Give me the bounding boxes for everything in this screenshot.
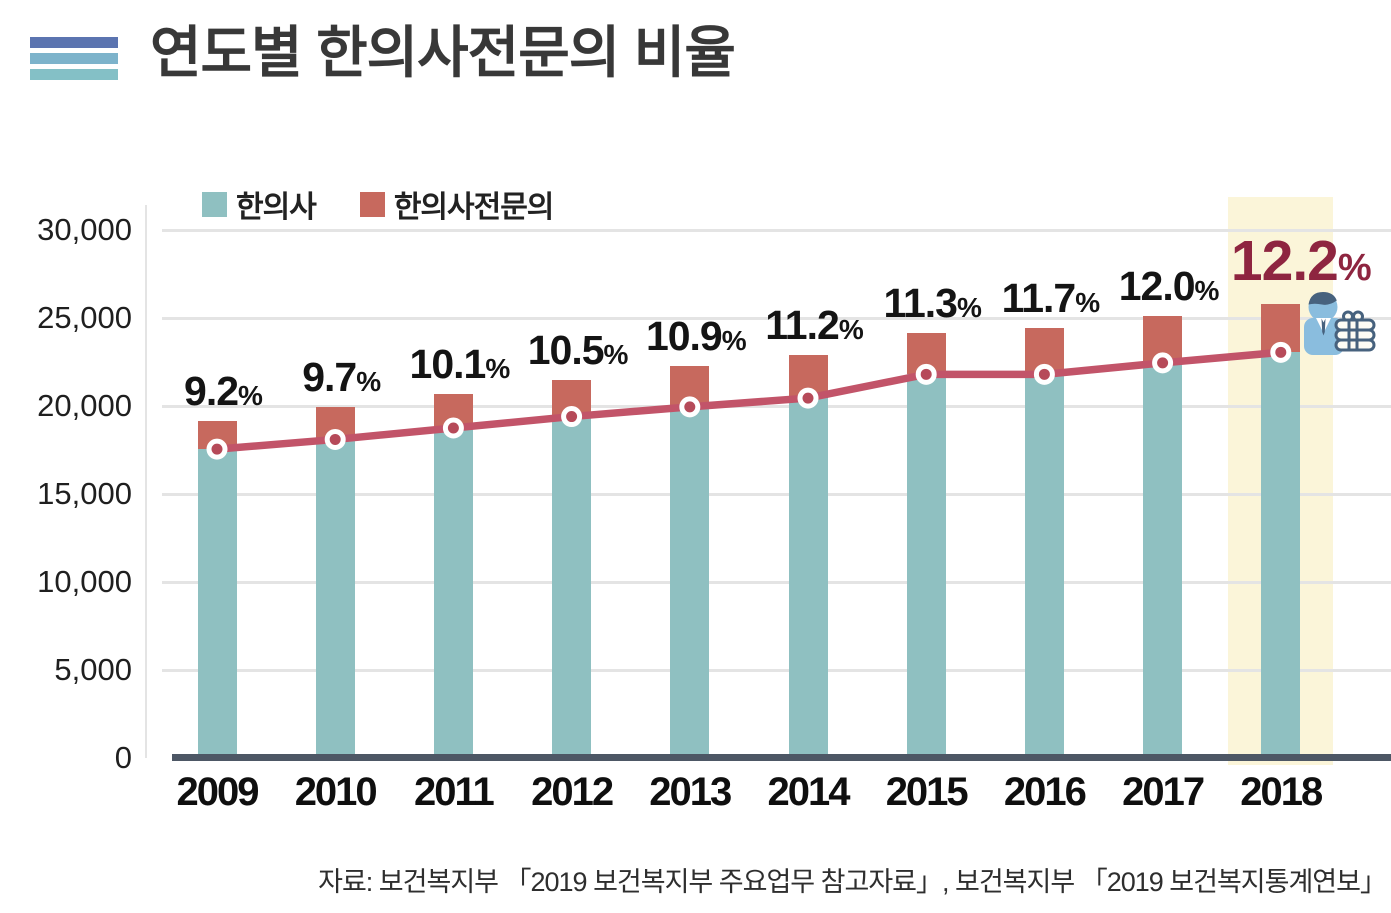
- gridline-15000: [162, 492, 1391, 496]
- marker-2012: [561, 406, 583, 428]
- bar-한의사-2009: [197, 449, 237, 758]
- gridline-20000: [162, 404, 1391, 408]
- percent-label-2012: 10.5%: [468, 328, 688, 382]
- marker-2015: [915, 363, 937, 385]
- bar-glyph-middle: [30, 53, 118, 64]
- percent-value: 12.2: [1230, 228, 1339, 293]
- percent-label-2015: 11.3%: [822, 281, 1042, 335]
- legend-label-jeonmunui: 한의사전문의: [393, 191, 555, 224]
- percent-label-2016: 11.7%: [940, 276, 1160, 330]
- source-text: 자료: 보건복지부 「2019 보건복지부 주요업무 참고자료」, 보건복지부 …: [318, 867, 1387, 897]
- year-label-2018: 2018: [1240, 770, 1323, 814]
- bar-glyph-bottom: [30, 69, 118, 80]
- bar-한의사-2012: [552, 416, 592, 758]
- year-label-2016: 2016: [1003, 770, 1087, 814]
- percent-unit: %: [485, 352, 510, 384]
- year-label-2014: 2014: [767, 770, 851, 814]
- percent-value: 12.0: [1118, 263, 1196, 310]
- legend-swatch-jeonmunui: [359, 191, 385, 217]
- percent-label-2014: 11.2%: [704, 303, 924, 357]
- percent-unit: %: [1194, 275, 1220, 307]
- y-axis-label-15000: 15,000: [37, 476, 132, 511]
- marker-2018: [1270, 341, 1292, 363]
- percent-value: 10.9: [645, 312, 723, 359]
- percent-label-2011: 10.1%: [349, 342, 569, 396]
- marker-2016: [1033, 363, 1055, 385]
- marker-2017: [1152, 352, 1174, 374]
- bar-한의사-2018: [1261, 352, 1301, 758]
- year-label-2015: 2015: [885, 770, 969, 814]
- bar-한의사-2011: [433, 428, 473, 758]
- bar-한의사-2013: [670, 406, 710, 758]
- percent-unit: %: [957, 291, 982, 323]
- bar-한의사-2016: [1024, 374, 1064, 758]
- legend-item-hanuisa: 한의사: [202, 182, 317, 226]
- marker-2013: [679, 396, 701, 418]
- page-title: 연도별 한의사전문의 비율: [150, 21, 736, 84]
- marker-2011: [442, 417, 464, 439]
- y-axis-label-25000: 25,000: [37, 300, 132, 335]
- year-label-2011: 2011: [414, 770, 495, 814]
- businessman-with-money-stack-icon: [1304, 292, 1376, 355]
- y-axis-line: [145, 205, 147, 758]
- year-label-2013: 2013: [649, 770, 732, 814]
- chart-legend: 한의사 한의사전문의: [202, 182, 597, 226]
- year-label-2010: 2010: [294, 770, 378, 814]
- y-axis-label-30000: 30,000: [37, 212, 132, 247]
- bar-한의사-2017: [1143, 362, 1183, 758]
- percent-unit: %: [1337, 246, 1372, 289]
- y-axis-label-5000: 5,000: [54, 652, 132, 687]
- header: 연도별 한의사전문의 비율: [0, 0, 1391, 110]
- percent-value: 11.7: [1001, 274, 1077, 321]
- percent-value: 9.2: [184, 367, 239, 414]
- percent-value: 11.2: [765, 301, 840, 348]
- bar-glyph-top: [30, 37, 118, 48]
- marker-2009: [206, 438, 228, 460]
- percent-value: 9.7: [302, 353, 357, 400]
- percent-label-2017: 12.0%: [1059, 264, 1279, 318]
- year-label-2009: 2009: [176, 770, 260, 814]
- y-axis-label-20000: 20,000: [37, 388, 132, 423]
- year-label-2017: 2017: [1122, 770, 1205, 814]
- percent-unit: %: [838, 313, 864, 345]
- three-horizontal-bars-icon: [30, 37, 118, 85]
- percent-label-2018: 12.2%: [1191, 230, 1391, 307]
- percent-value: 11.3: [883, 279, 958, 326]
- percent-unit: %: [603, 338, 629, 370]
- marker-2014: [797, 387, 819, 409]
- legend-label-hanuisa: 한의사: [236, 191, 317, 224]
- gridline-5000: [162, 668, 1391, 672]
- percent-unit: %: [1075, 286, 1100, 318]
- marker-2010: [324, 428, 346, 450]
- bar-한의사-2014: [788, 398, 828, 758]
- gridline-10000: [162, 580, 1391, 584]
- y-axis-label-10000: 10,000: [37, 564, 132, 599]
- percent-value: 10.5: [527, 326, 605, 373]
- percent-label-2013: 10.9%: [586, 314, 806, 368]
- percent-value: 10.1: [409, 340, 487, 387]
- x-axis-line: [172, 754, 1391, 761]
- percent-label-2010: 9.7%: [231, 355, 451, 409]
- year-label-2012: 2012: [531, 770, 614, 814]
- bar-한의사-2010: [315, 439, 355, 758]
- y-axis-label-0: 0: [114, 740, 132, 775]
- percent-unit: %: [356, 365, 381, 397]
- legend-item-jeonmunui: 한의사전문의: [359, 182, 555, 226]
- percent-label-2009: 9.2%: [113, 369, 333, 423]
- bar-한의사-2015: [906, 374, 946, 758]
- percent-unit: %: [721, 324, 747, 356]
- legend-swatch-hanuisa: [202, 191, 227, 217]
- gridline-25000: [162, 316, 1391, 320]
- trend-line: [216, 348, 1282, 453]
- gridline-30000: [162, 228, 1391, 232]
- source-note: 자료: 보건복지부 「2019 보건복지부 주요업무 참고자료」, 보건복지부 …: [0, 860, 1387, 899]
- percent-unit: %: [238, 379, 263, 411]
